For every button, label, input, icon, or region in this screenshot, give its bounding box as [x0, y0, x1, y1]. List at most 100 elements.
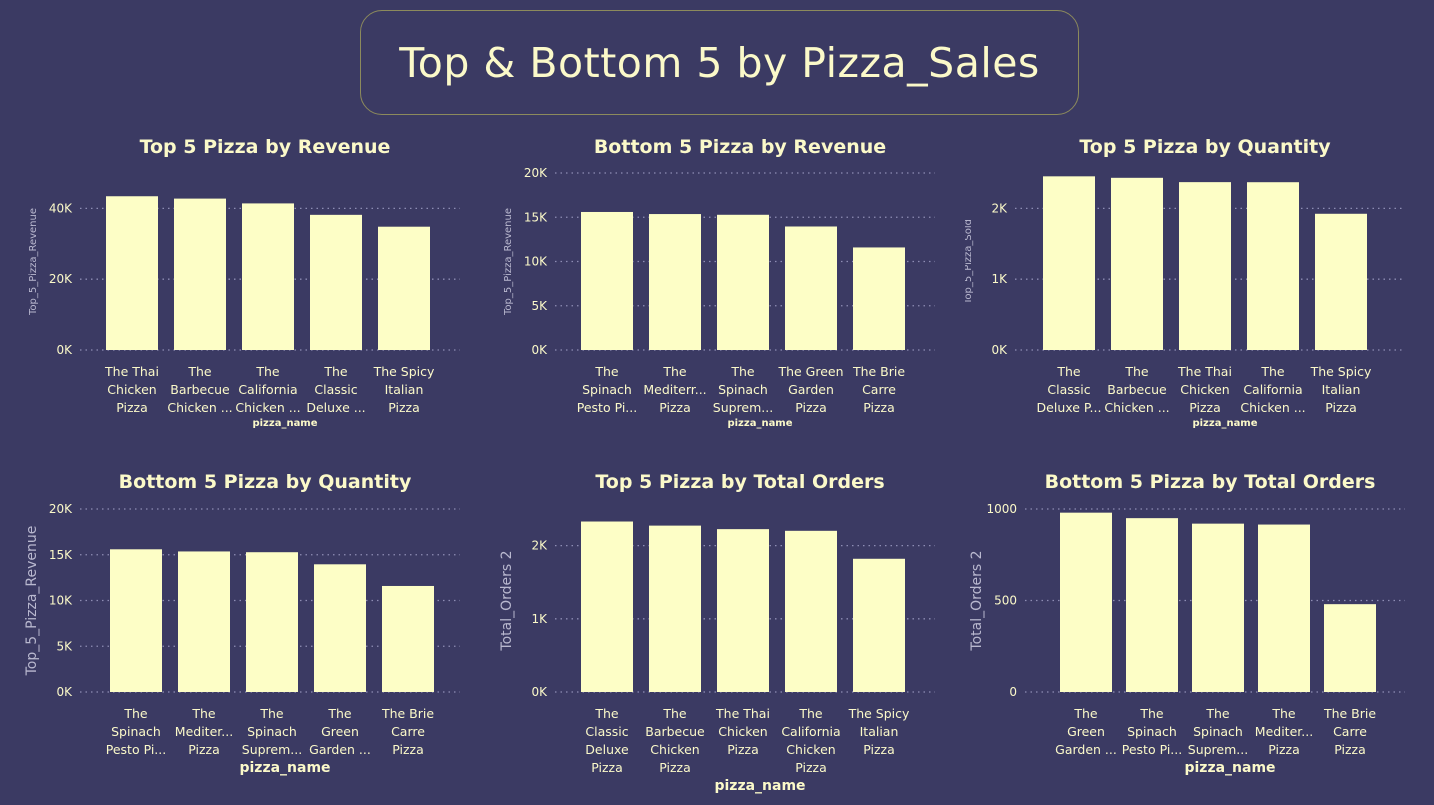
- y-tick-label: 1000: [986, 502, 1017, 516]
- bar[interactable]: [242, 203, 294, 350]
- x-category-label: The: [191, 706, 216, 721]
- bar[interactable]: [110, 549, 162, 692]
- bar[interactable]: [785, 226, 837, 350]
- y-tick-label: 15K: [524, 210, 548, 224]
- chart-bottom5-quantity[interactable]: Bottom 5 Pizza by Quantity 0K 5K 10K 15K 20K T…: [20, 460, 470, 800]
- bar[interactable]: [785, 530, 837, 692]
- bar[interactable]: [649, 214, 701, 350]
- y-tick-label: 1K: [991, 272, 1008, 286]
- x-category-label: Pizza: [388, 400, 420, 415]
- y-tick-label: 10K: [49, 594, 73, 608]
- x-category-label: Spinach: [1127, 724, 1177, 739]
- bar[interactable]: [310, 214, 362, 350]
- bar[interactable]: [1043, 176, 1095, 350]
- bar[interactable]: [649, 525, 701, 692]
- chart-top5-revenue[interactable]: Top 5 Pizza by Revenue 0K 20K 40K Top_5_Pizz…: [20, 125, 470, 445]
- chart-title: Bottom 5 Pizza by Total Orders: [1045, 471, 1376, 493]
- x-axis-label: pizza_name: [714, 778, 805, 794]
- x-category-label: Deluxe ...: [306, 400, 365, 415]
- chart-bottom5-orders[interactable]: Bottom 5 Pizza by Total Orders 0 500 1000 To…: [965, 460, 1415, 800]
- x-category-label: Pizza: [116, 400, 148, 415]
- x-category-label: Mediter...: [1255, 724, 1313, 739]
- x-category-label: Carre: [862, 382, 896, 397]
- x-axis-label: pizza_name: [727, 418, 792, 429]
- bar[interactable]: [853, 247, 905, 350]
- x-axis-label: pizza_name: [252, 418, 317, 429]
- x-category-label: Chicken ...: [1104, 400, 1169, 415]
- bar[interactable]: [1315, 213, 1367, 350]
- bar[interactable]: [106, 196, 158, 350]
- x-category-label: The Green: [777, 364, 843, 379]
- y-axis-label: Top_5_Pizza_Sold: [965, 219, 974, 305]
- bar[interactable]: [378, 226, 430, 350]
- x-category-label: The Thai: [1177, 364, 1232, 379]
- bar[interactable]: [174, 198, 226, 350]
- x-category-label: The: [730, 364, 755, 379]
- x-category-label: The: [1271, 706, 1296, 721]
- bar[interactable]: [1126, 518, 1178, 692]
- bar[interactable]: [246, 552, 298, 692]
- x-category-label: Pesto Pi...: [106, 742, 166, 757]
- bar[interactable]: [717, 214, 769, 350]
- x-category-label: Pizza: [659, 400, 691, 415]
- bar[interactable]: [581, 521, 633, 692]
- x-category-label: Spinach: [247, 724, 297, 739]
- x-category-label: Carre: [391, 724, 425, 739]
- bar[interactable]: [178, 551, 230, 692]
- x-category-label: The: [123, 706, 148, 721]
- x-category-label: The Spicy: [1310, 364, 1372, 379]
- x-category-label: The Brie: [1323, 706, 1376, 721]
- bar[interactable]: [1179, 182, 1231, 350]
- y-axis-label: Top_5_Pizza_Revenue: [28, 208, 39, 316]
- bar[interactable]: [581, 211, 633, 350]
- chart-bottom5-revenue[interactable]: Bottom 5 Pizza by Revenue 0K 5K 10K 15K 20K To…: [495, 125, 945, 445]
- x-category-label: The: [594, 706, 619, 721]
- bar[interactable]: [1247, 182, 1299, 350]
- y-axis-label: Total_Orders 2: [969, 550, 985, 651]
- bar[interactable]: [853, 558, 905, 692]
- x-category-label: Chicken: [1180, 382, 1229, 397]
- chart-top5-quantity[interactable]: Top 5 Pizza by Quantity 0K 1K 2K Top_5_Pizza…: [965, 125, 1415, 445]
- chart-top5-orders[interactable]: Top 5 Pizza by Total Orders 0K 1K 2K Total_O…: [495, 460, 945, 800]
- y-tick-label: 5K: [531, 299, 548, 313]
- x-category-label: The Spicy: [373, 364, 435, 379]
- bar[interactable]: [717, 529, 769, 692]
- dashboard-title: Top & Bottom 5 by Pizza_Sales: [399, 38, 1040, 87]
- x-category-label: Chicken ...: [167, 400, 232, 415]
- x-category-label: California: [1243, 382, 1302, 397]
- x-category-label: Garden: [788, 382, 834, 397]
- bar[interactable]: [382, 585, 434, 692]
- x-category-label: Mediterr...: [643, 382, 706, 397]
- y-axis-label: Top_5_Pizza_Revenue: [24, 526, 40, 677]
- bar[interactable]: [1192, 523, 1244, 692]
- chart-title: Top 5 Pizza by Revenue: [140, 136, 391, 158]
- x-category-label: Mediter...: [175, 724, 233, 739]
- x-category-label: Barbecue: [170, 382, 230, 397]
- chart-title: Top 5 Pizza by Quantity: [1079, 136, 1331, 158]
- x-category-label: The: [187, 364, 212, 379]
- bar[interactable]: [1060, 512, 1112, 692]
- x-category-label: Barbecue: [645, 724, 705, 739]
- x-category-label: The: [1205, 706, 1230, 721]
- x-category-label: Garden ...: [1055, 742, 1117, 757]
- bar[interactable]: [1258, 524, 1310, 692]
- bar[interactable]: [1111, 177, 1163, 350]
- x-category-label: Pizza: [727, 742, 759, 757]
- y-tick-label: 20K: [49, 502, 73, 516]
- x-category-label: The: [662, 706, 687, 721]
- y-tick-label: 0K: [56, 685, 73, 699]
- y-tick-label: 2K: [991, 201, 1008, 215]
- x-category-label: Spinach: [582, 382, 632, 397]
- x-category-label: Spinach: [718, 382, 768, 397]
- x-category-label: Italian: [385, 382, 424, 397]
- x-category-label: The Spicy: [848, 706, 910, 721]
- x-category-label: Suprem...: [1188, 742, 1248, 757]
- x-category-label: Chicken ...: [1240, 400, 1305, 415]
- x-category-label: Chicken: [786, 742, 835, 757]
- x-category-label: The: [1056, 364, 1081, 379]
- x-category-label: The: [259, 706, 284, 721]
- x-category-label: Pizza: [795, 760, 827, 775]
- bar[interactable]: [1324, 604, 1376, 692]
- x-axis-label: pizza_name: [1184, 760, 1275, 776]
- bar[interactable]: [314, 564, 366, 692]
